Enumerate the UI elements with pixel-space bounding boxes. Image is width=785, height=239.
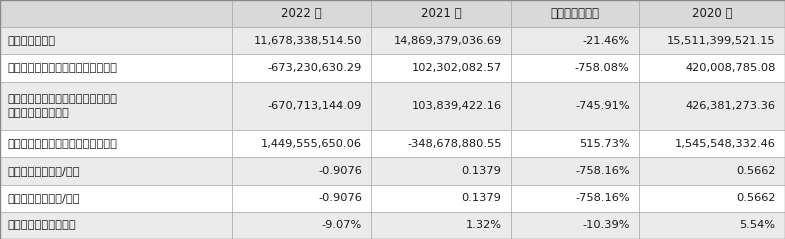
Text: -673,230,630.29: -673,230,630.29 (268, 63, 362, 73)
Bar (371, 185, 511, 212)
Bar (0, 27, 232, 54)
Text: -670,713,144.09: -670,713,144.09 (268, 101, 362, 111)
Text: 1,449,555,650.06: 1,449,555,650.06 (261, 139, 362, 149)
Bar (511, 54, 639, 81)
Text: 515.73%: 515.73% (579, 139, 630, 149)
Bar (0, 158, 232, 185)
Bar (511, 130, 639, 158)
Text: 426,381,273.36: 426,381,273.36 (685, 101, 776, 111)
Text: 营业收入（元）: 营业收入（元） (8, 36, 56, 46)
Text: 0.1379: 0.1379 (462, 193, 502, 203)
Bar (511, 185, 639, 212)
Bar (0, 81, 232, 130)
Bar (639, 158, 785, 185)
Text: -758.16%: -758.16% (575, 166, 630, 176)
Text: 基本每股收益（元/股）: 基本每股收益（元/股） (8, 166, 81, 176)
Text: -0.9076: -0.9076 (318, 193, 362, 203)
Text: 1,545,548,332.46: 1,545,548,332.46 (674, 139, 776, 149)
Bar (232, 27, 371, 54)
Text: -21.46%: -21.46% (582, 36, 630, 46)
Text: -758.16%: -758.16% (575, 193, 630, 203)
Bar (639, 81, 785, 130)
Text: 2021 年: 2021 年 (421, 7, 462, 20)
Bar (639, 54, 785, 81)
Bar (511, 81, 639, 130)
Bar (371, 81, 511, 130)
Text: 本年比上年增减: 本年比上年增减 (550, 7, 600, 20)
Text: 1.32%: 1.32% (466, 220, 502, 230)
Text: 102,302,082.57: 102,302,082.57 (411, 63, 502, 73)
Bar (232, 81, 371, 130)
Bar (0, 130, 232, 158)
Text: 2020 年: 2020 年 (692, 7, 732, 20)
Bar (232, 54, 371, 81)
Text: 加权平均净资产收益率: 加权平均净资产收益率 (8, 220, 77, 230)
Text: 损益的净利润（元）: 损益的净利润（元） (8, 108, 70, 118)
Bar (371, 54, 511, 81)
Bar (639, 27, 785, 54)
Text: 420,008,785.08: 420,008,785.08 (685, 63, 776, 73)
Text: 14,869,379,036.69: 14,869,379,036.69 (393, 36, 502, 46)
Bar (0, 212, 232, 239)
Text: -0.9076: -0.9076 (318, 166, 362, 176)
Text: 5.54%: 5.54% (739, 220, 776, 230)
Text: 103,839,422.16: 103,839,422.16 (411, 101, 502, 111)
Text: 0.5662: 0.5662 (736, 166, 776, 176)
Text: -348,678,880.55: -348,678,880.55 (407, 139, 502, 149)
Text: -758.08%: -758.08% (575, 63, 630, 73)
Text: 15,511,399,521.15: 15,511,399,521.15 (667, 36, 776, 46)
Bar (639, 212, 785, 239)
Text: 2022 年: 2022 年 (281, 7, 322, 20)
Bar (371, 0, 511, 27)
Text: 归属于上市公司股东的扣除非经常性: 归属于上市公司股东的扣除非经常性 (8, 94, 118, 104)
Text: 0.1379: 0.1379 (462, 166, 502, 176)
Bar (371, 212, 511, 239)
Bar (639, 0, 785, 27)
Text: 归属于上市公司股东的净利润（元）: 归属于上市公司股东的净利润（元） (8, 63, 118, 73)
Bar (639, 185, 785, 212)
Text: -745.91%: -745.91% (575, 101, 630, 111)
Bar (511, 212, 639, 239)
Bar (0, 0, 232, 27)
Bar (639, 130, 785, 158)
Bar (232, 0, 371, 27)
Bar (511, 158, 639, 185)
Text: 11,678,338,514.50: 11,678,338,514.50 (254, 36, 362, 46)
Bar (232, 130, 371, 158)
Bar (232, 185, 371, 212)
Text: 经营活动产生的现金流量净额（元）: 经营活动产生的现金流量净额（元） (8, 139, 118, 149)
Bar (232, 212, 371, 239)
Text: -10.39%: -10.39% (582, 220, 630, 230)
Bar (511, 0, 639, 27)
Bar (371, 27, 511, 54)
Bar (371, 130, 511, 158)
Bar (511, 27, 639, 54)
Text: 稀释每股收益（元/股）: 稀释每股收益（元/股） (8, 193, 81, 203)
Text: -9.07%: -9.07% (322, 220, 362, 230)
Bar (371, 158, 511, 185)
Bar (0, 54, 232, 81)
Text: 0.5662: 0.5662 (736, 193, 776, 203)
Bar (232, 158, 371, 185)
Bar (0, 185, 232, 212)
